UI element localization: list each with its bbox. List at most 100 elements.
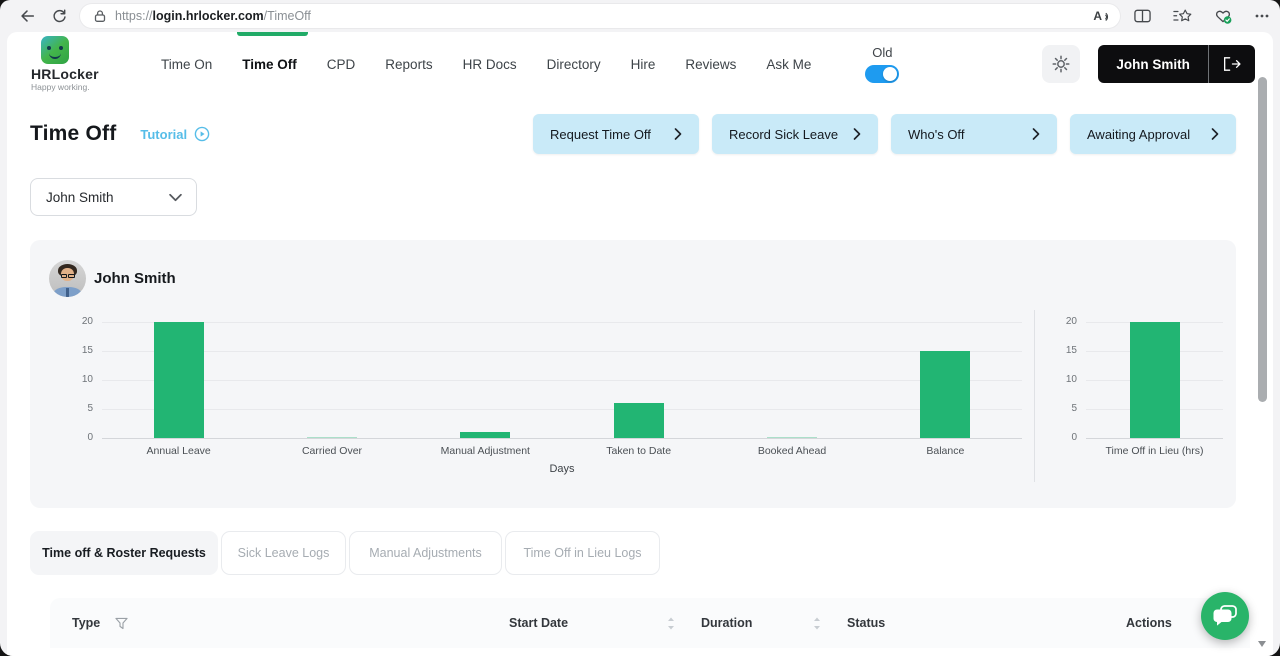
chevron-right-icon bbox=[853, 128, 861, 140]
profile-name: John Smith bbox=[94, 270, 176, 287]
tab-time-off-roster-requests[interactable]: Time off & Roster Requests bbox=[30, 531, 218, 575]
category-label-manual-adjustment: Manual Adjustment bbox=[441, 445, 530, 457]
sort-icon[interactable] bbox=[813, 617, 821, 630]
y-tick-15: 15 bbox=[67, 345, 93, 357]
web-content: HRLocker Happy working. Time On Time Off C… bbox=[7, 32, 1273, 656]
url-text: https://login.hrlocker.com/TimeOff bbox=[115, 9, 1093, 23]
nav-item-ask-me[interactable]: Ask Me bbox=[766, 57, 811, 72]
employee-select-value: John Smith bbox=[46, 190, 114, 205]
old-toggle-switch[interactable] bbox=[865, 65, 899, 83]
column-header-status[interactable]: Status bbox=[847, 616, 1126, 630]
nav-item-reviews[interactable]: Reviews bbox=[685, 57, 736, 72]
nav-item-cpd[interactable]: CPD bbox=[327, 57, 356, 72]
time-off-in-lieu-chart: 05101520Time Off in Lieu (hrs) bbox=[1086, 322, 1223, 438]
lock-icon bbox=[94, 9, 106, 23]
toggle-knob bbox=[883, 67, 897, 81]
column-header-start-date[interactable]: Start Date bbox=[509, 616, 701, 630]
bar-balance bbox=[920, 351, 970, 438]
nav-item-directory[interactable]: Directory bbox=[547, 57, 601, 72]
quick-actions: Request Time Off Record Sick Leave Who's O… bbox=[533, 114, 1236, 154]
user-menu-button[interactable]: John Smith bbox=[1098, 45, 1208, 83]
y-tick-0: 0 bbox=[1051, 432, 1077, 444]
column-header-type[interactable]: Type bbox=[72, 616, 509, 630]
chart-divider bbox=[1034, 310, 1035, 482]
tab-manual-adjustments[interactable]: Manual Adjustments bbox=[349, 531, 502, 575]
column-label: Duration bbox=[701, 616, 752, 630]
logo-tagline: Happy working. bbox=[31, 82, 161, 92]
y-tick-20: 20 bbox=[1051, 316, 1077, 328]
bar-carried-over bbox=[307, 437, 357, 439]
category-label-booked-ahead: Booked Ahead bbox=[758, 445, 826, 457]
chat-widget-button[interactable] bbox=[1201, 592, 1249, 640]
y-tick-0: 0 bbox=[67, 432, 93, 444]
y-tick-10: 10 bbox=[1051, 374, 1077, 386]
gridline-5 bbox=[102, 409, 1022, 410]
bar-booked-ahead bbox=[767, 437, 817, 439]
main-nav: Time On Time Off CPD Reports HR Docs Director… bbox=[161, 57, 811, 72]
chat-bubbles-icon bbox=[1212, 604, 1238, 628]
address-bar[interactable]: https://login.hrlocker.com/TimeOff A bbox=[80, 4, 1120, 28]
user-button-group: John Smith bbox=[1098, 45, 1255, 83]
action-button-who-s-off[interactable]: Who's Off bbox=[891, 114, 1057, 154]
employee-select[interactable]: John Smith bbox=[30, 178, 197, 216]
refresh-icon bbox=[51, 8, 68, 25]
gridline-15 bbox=[102, 351, 1022, 352]
settings-button[interactable] bbox=[1042, 45, 1080, 83]
page-body: Time Off Tutorial Request Time OffRecord… bbox=[7, 96, 1273, 648]
employee-profile: John Smith bbox=[49, 260, 176, 297]
bar-annual-leave bbox=[154, 322, 204, 438]
action-button-record-sick-leave[interactable]: Record Sick Leave bbox=[712, 114, 878, 154]
column-label: Status bbox=[847, 616, 885, 630]
chrome-toolbar-icons bbox=[1134, 8, 1270, 24]
nav-item-time-on[interactable]: Time On bbox=[161, 57, 212, 72]
category-label-annual-leave: Annual Leave bbox=[147, 445, 211, 457]
browser-essentials-button[interactable] bbox=[1214, 8, 1232, 24]
read-aloud-button[interactable]: A bbox=[1093, 9, 1110, 23]
scrollbar-down-arrow[interactable] bbox=[1258, 641, 1266, 647]
split-screen-button[interactable] bbox=[1134, 9, 1151, 23]
filter-icon[interactable] bbox=[115, 617, 128, 630]
title-row: Time Off Tutorial Request Time OffRecord… bbox=[30, 114, 1236, 154]
tab-time-off-in-lieu-logs[interactable]: Time Off in Lieu Logs bbox=[505, 531, 660, 575]
bar-taken-to-date bbox=[614, 403, 664, 438]
back-button[interactable] bbox=[14, 3, 39, 29]
hrlocker-logo[interactable]: HRLocker Happy working. bbox=[31, 36, 161, 92]
gridline-10 bbox=[102, 380, 1022, 381]
bar-time-off-in-lieu-hrs bbox=[1130, 322, 1180, 438]
nav-item-hr-docs[interactable]: HR Docs bbox=[463, 57, 517, 72]
refresh-button[interactable] bbox=[47, 3, 72, 29]
more-menu-button[interactable] bbox=[1254, 8, 1270, 24]
column-label: Type bbox=[72, 616, 100, 630]
tutorial-link[interactable]: Tutorial bbox=[140, 126, 210, 142]
favorites-button[interactable] bbox=[1173, 8, 1192, 24]
action-button-request-time-off[interactable]: Request Time Off bbox=[533, 114, 699, 154]
nav-item-reports[interactable]: Reports bbox=[385, 57, 432, 72]
site-header: HRLocker Happy working. Time On Time Off C… bbox=[7, 32, 1273, 96]
column-header-duration[interactable]: Duration bbox=[701, 616, 847, 630]
leave-summary-panel: John Smith 05101520Annual LeaveCarried O… bbox=[30, 240, 1236, 508]
logout-button[interactable] bbox=[1209, 45, 1255, 83]
chevron-right-icon bbox=[674, 128, 682, 140]
gridline-20 bbox=[102, 322, 1022, 323]
log-tabs: Time off & Roster RequestsSick Leave Log… bbox=[30, 531, 1236, 575]
y-tick-5: 5 bbox=[1051, 403, 1077, 415]
nav-item-hire[interactable]: Hire bbox=[631, 57, 656, 72]
leave-balance-chart: 05101520Annual LeaveCarried OverManual A… bbox=[102, 322, 1022, 438]
nav-item-time-off[interactable]: Time Off bbox=[242, 57, 297, 72]
url-host: login.hrlocker.com bbox=[153, 9, 264, 23]
chevron-down-icon bbox=[169, 193, 182, 202]
action-button-awaiting-approval[interactable]: Awaiting Approval bbox=[1070, 114, 1236, 154]
x-axis-label: Days bbox=[102, 463, 1022, 475]
url-scheme: https:// bbox=[115, 9, 153, 23]
category-label-carried-over: Carried Over bbox=[302, 445, 362, 457]
bar-manual-adjustment bbox=[460, 432, 510, 438]
browser-window: https://login.hrlocker.com/TimeOff A HRL… bbox=[0, 0, 1280, 656]
logout-icon bbox=[1222, 56, 1242, 72]
url-path: /TimeOff bbox=[264, 9, 311, 23]
sort-icon[interactable] bbox=[667, 617, 675, 630]
gridline-0 bbox=[102, 438, 1022, 439]
tutorial-label: Tutorial bbox=[140, 127, 187, 142]
tab-sick-leave-logs[interactable]: Sick Leave Logs bbox=[221, 531, 346, 575]
ellipsis-icon bbox=[1254, 8, 1270, 24]
scrollbar-thumb[interactable] bbox=[1258, 77, 1267, 402]
